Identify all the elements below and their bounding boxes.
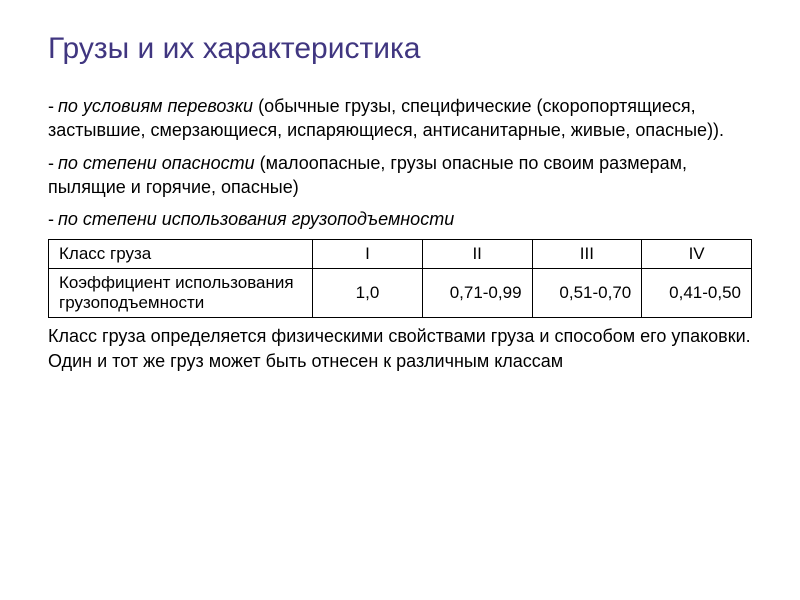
row2-label: Коэффициент использования грузоподъемнос… [49,269,313,318]
bullet-dash: - [48,153,54,173]
row2-c1: 1,0 [313,269,423,318]
slide-title: Грузы и их характеристика [48,32,752,66]
row2-c3: 0,51-0,70 [532,269,642,318]
table-row-header: Класс груза I II III IV [49,240,752,269]
row1-c4: IV [642,240,752,269]
row1-c2: II [422,240,532,269]
bullet-transport-conditions: -по условиям перевозки (обычные грузы, с… [48,94,752,143]
bullet3-lead: по степени использования грузоподъемност… [58,209,454,229]
table-row-coeff: Коэффициент использования грузоподъемнос… [49,269,752,318]
slide-content: Грузы и их характеристика -по условиям п… [0,0,800,405]
row1-c3: III [532,240,642,269]
bullet1-lead: по условиям перевозки [58,96,253,116]
bullet-capacity-usage: -по степени использования грузоподъемнос… [48,207,752,231]
row2-c2: 0,71-0,99 [422,269,532,318]
row1-c1: I [313,240,423,269]
footer-text: Класс груза определяется физическими сво… [48,324,752,373]
row1-label: Класс груза [49,240,313,269]
bullet-dash: - [48,96,54,116]
cargo-class-table: Класс груза I II III IV Коэффициент испо… [48,239,752,318]
bullet2-lead: по степени опасности [58,153,255,173]
bullet-dash: - [48,209,54,229]
row2-c4: 0,41-0,50 [642,269,752,318]
bullet-danger-level: -по степени опасности (малоопасные, груз… [48,151,752,200]
